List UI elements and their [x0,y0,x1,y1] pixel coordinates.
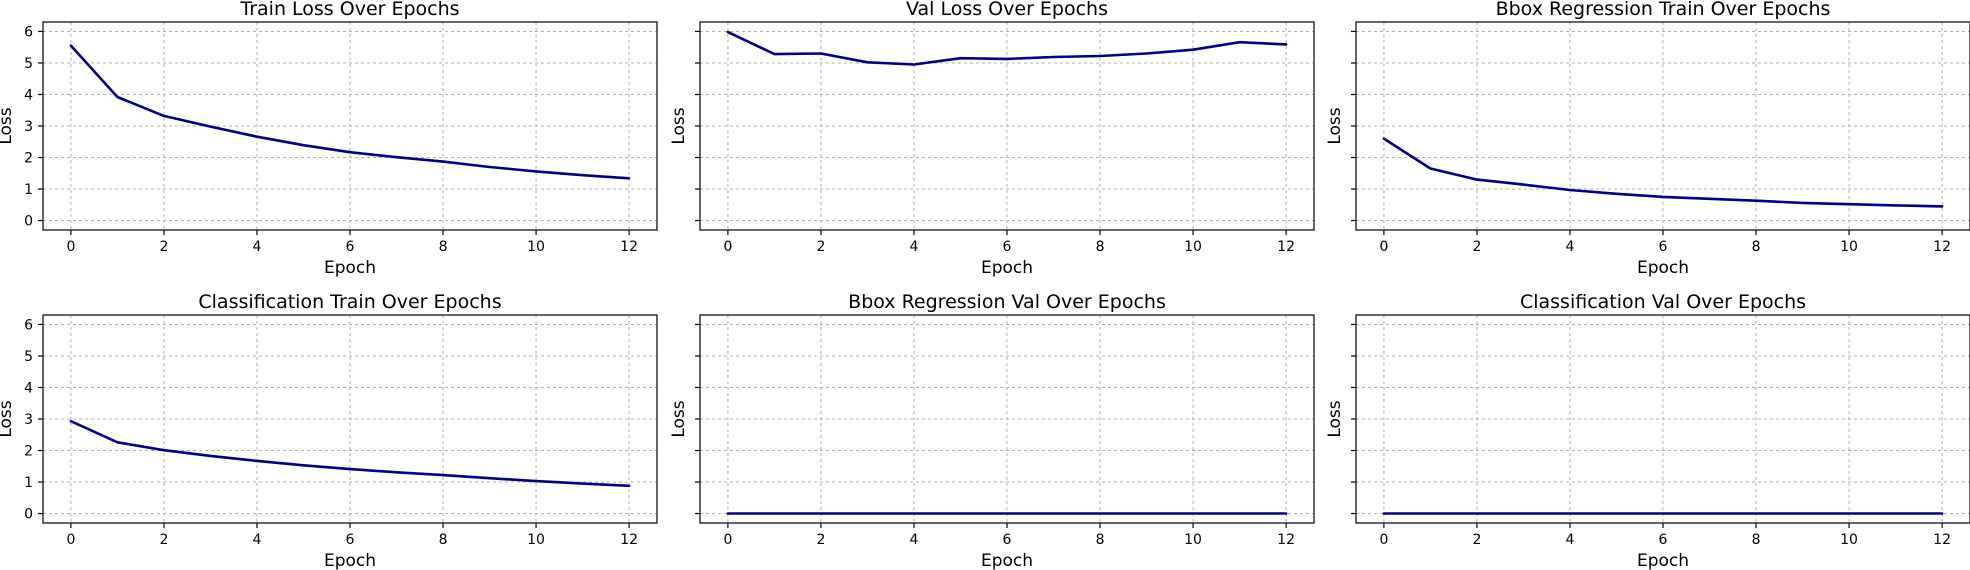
x-tick-label: 12 [620,532,638,548]
x-tick-label: 8 [1096,239,1105,255]
x-tick-label: 6 [1659,239,1668,255]
x-axis-label: Epoch [981,551,1033,570]
x-tick-label: 8 [439,239,448,255]
series-line [1382,137,1944,208]
x-tick-label: 4 [910,239,919,255]
subplot-6: 0 2 4 6 8 10 12 Classification Val Over Epochs E… [1325,291,1970,570]
y-axis-label: Loss [1325,107,1345,144]
series-line [69,44,631,180]
x-tick-label: 6 [1003,239,1012,255]
x-tick-label: 10 [1184,239,1202,255]
subplot-title: Val Loss Over Epochs [906,0,1108,20]
x-tick-label: 10 [1184,532,1202,548]
y-tick-label: 5 [24,56,33,72]
y-axis-label: Loss [0,107,16,144]
subplot-title: Train Loss Over Epochs [239,0,459,20]
x-tick-label: 0 [1379,239,1388,255]
subplot-title: Bbox Regression Val Over Epochs [848,291,1166,313]
subplot-2: 0 2 4 6 8 10 12 Val Loss Over Epochs Epoch Loss [669,0,1315,278]
y-tick-label: 1 [24,475,33,491]
x-tick-label: 8 [1096,532,1105,548]
y-tick-label: 0 [24,214,33,230]
x-tick-label: 6 [1659,532,1668,548]
x-tick-label: 2 [159,239,168,255]
x-axis-label: Epoch [981,258,1033,278]
y-axis-label: Loss [669,107,689,144]
subplot-title: Bbox Regression Train Over Epochs [1496,0,1831,20]
x-axis-label: Epoch [324,258,376,278]
y-tick-label: 4 [24,87,33,103]
x-tick-label: 12 [1933,239,1951,255]
series-line [69,419,631,488]
y-axis-label: Loss [1325,400,1345,437]
y-axis-label: Loss [0,400,16,437]
x-tick-label: 6 [346,532,355,548]
x-tick-label: 0 [1379,532,1388,548]
x-tick-label: 10 [1840,532,1858,548]
y-tick-label: 6 [24,24,33,40]
x-tick-label: 10 [527,239,545,255]
x-tick-label: 2 [159,532,168,548]
x-tick-label: 2 [1472,532,1481,548]
series-line [726,30,1288,66]
x-tick-label: 8 [1752,532,1761,548]
x-tick-label: 4 [253,532,262,548]
x-tick-label: 2 [1472,239,1481,255]
x-tick-label: 8 [1752,239,1761,255]
subplot-3: 0 2 4 6 8 10 12 Bbox Regression Train Over Epoc… [1325,0,1970,278]
y-tick-label: 3 [24,119,33,135]
x-tick-label: 12 [1933,532,1951,548]
y-tick-label: 3 [24,412,33,428]
y-tick-label: 4 [24,380,33,396]
x-tick-label: 4 [910,532,919,548]
x-axis-label: Epoch [324,551,376,570]
x-axis-label: Epoch [1637,551,1689,570]
x-axis-label: Epoch [1637,258,1689,278]
y-tick-label: 1 [24,182,33,198]
x-tick-label: 6 [1003,532,1012,548]
y-tick-label: 6 [24,317,33,333]
y-axis-label: Loss [669,400,689,437]
x-tick-label: 12 [1277,532,1295,548]
x-tick-label: 4 [1566,239,1575,255]
subplot-5: 0 2 4 6 8 10 12 Bbox Regression Val Over Epochs… [669,291,1315,570]
x-tick-label: 0 [66,532,75,548]
x-tick-label: 4 [1566,532,1575,548]
subplot-title: Classification Train Over Epochs [198,291,501,313]
y-tick-label: 0 [24,507,33,523]
x-tick-label: 0 [723,532,732,548]
y-tick-label: 2 [24,444,33,460]
x-tick-label: 6 [346,239,355,255]
x-tick-label: 8 [439,532,448,548]
x-tick-label: 2 [816,239,825,255]
y-tick-label: 5 [24,349,33,365]
x-tick-label: 12 [620,239,638,255]
subplot-title: Classification Val Over Epochs [1520,291,1806,313]
x-tick-label: 2 [816,532,825,548]
y-tick-label: 2 [24,151,33,167]
x-tick-label: 0 [66,239,75,255]
x-tick-label: 4 [253,239,262,255]
x-tick-label: 12 [1277,239,1295,255]
x-tick-label: 10 [527,532,545,548]
x-tick-label: 10 [1840,239,1858,255]
x-tick-label: 0 [723,239,732,255]
